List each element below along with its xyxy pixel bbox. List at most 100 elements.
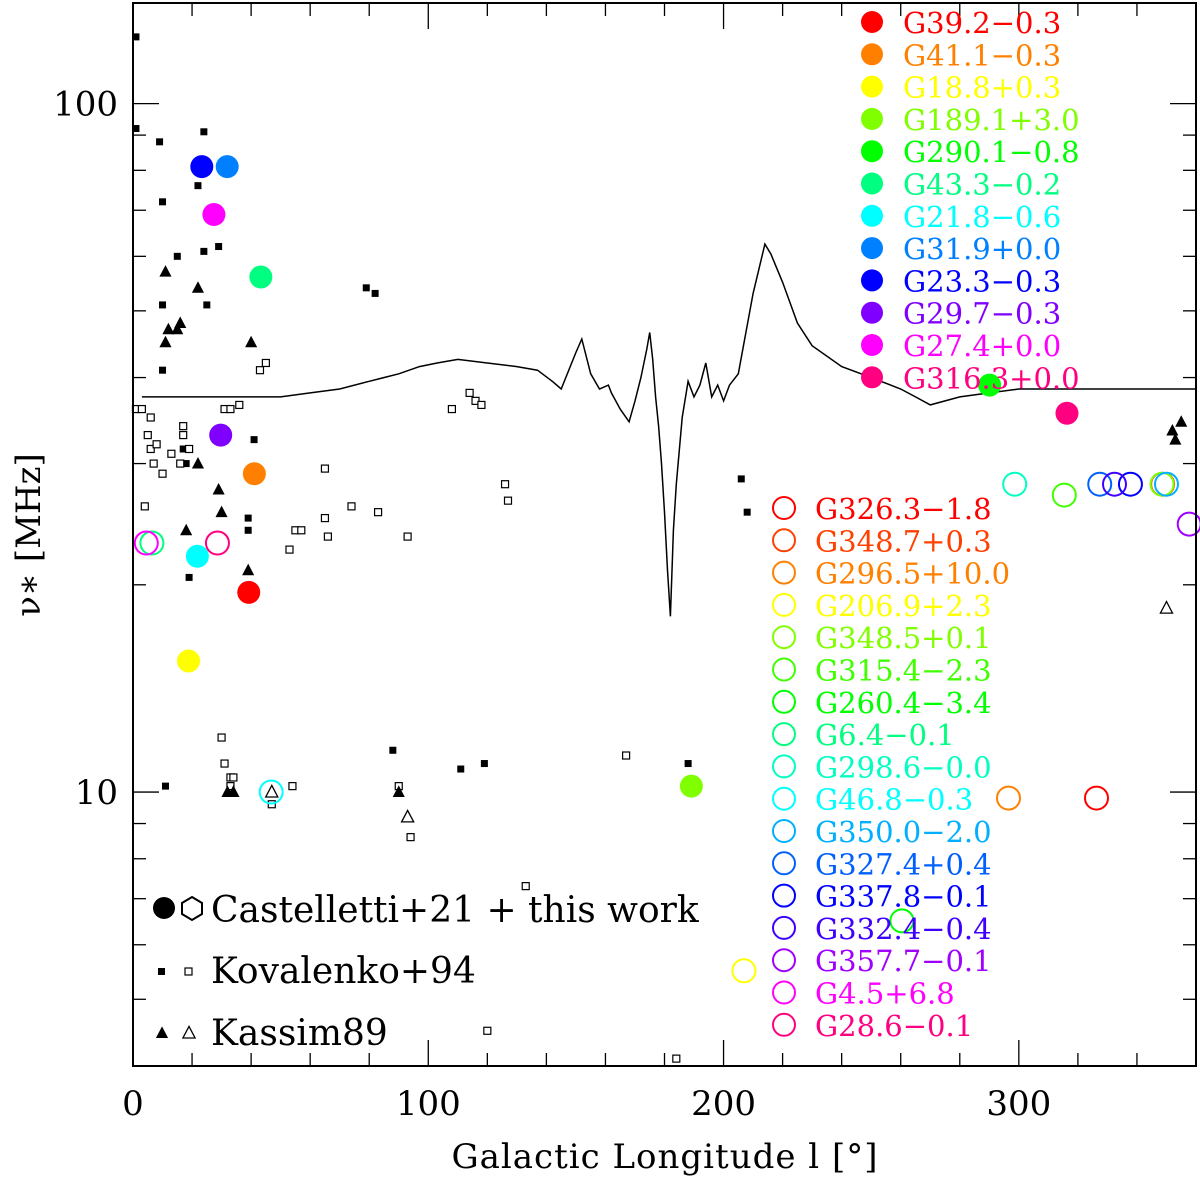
open-legend-label: G4.5+6.8 <box>815 977 955 1011</box>
kovalenko-open-point <box>477 400 486 410</box>
filled-legend-marker <box>861 366 883 389</box>
filled-legend-label: G290.1−0.8 <box>903 135 1080 169</box>
kovalenko-open-point <box>226 404 235 414</box>
open-source-point <box>1117 471 1143 497</box>
filled-source-point <box>215 155 239 179</box>
legend-kovalenko-open <box>184 967 193 976</box>
open-legend-label: G260.4−3.4 <box>815 686 992 720</box>
axes: 0 100 200 300 10 100 Galactic Longitude l [°] ν… <box>9 2 1197 1177</box>
filled-legend-marker <box>861 237 883 260</box>
legend-kassim-filled <box>155 1026 169 1038</box>
kovalenko-open-point <box>320 464 330 473</box>
kovalenko-open-point <box>261 358 270 368</box>
kovalenko-filled-point <box>200 128 208 136</box>
open-legend-label: G357.7−0.1 <box>815 944 992 978</box>
kovalenko-filled-point <box>179 445 187 453</box>
open-source-point <box>133 530 159 556</box>
open-legend-marker <box>772 528 796 553</box>
filled-legend-marker <box>861 43 883 66</box>
open-legend-label: G298.6−0.0 <box>815 750 992 784</box>
open-legend-label: G337.8−0.1 <box>815 880 992 914</box>
kassim-filled-point <box>1169 433 1182 445</box>
legend-kovalenko-filled <box>158 968 165 975</box>
open-legend-marker <box>772 1012 796 1037</box>
filled-legend-label: G39.2−0.3 <box>903 6 1061 40</box>
kovalenko-open-point <box>622 751 631 760</box>
kovalenko-filled-point <box>161 782 169 790</box>
open-legend-marker <box>772 883 796 908</box>
open-legend-marker <box>772 722 796 747</box>
kovalenko-open-point <box>406 833 415 842</box>
x-axis-label: Galactic Longitude l [°] <box>451 1137 878 1177</box>
legend-castelletti-label: Castelletti+21 + this work <box>211 890 700 931</box>
kovalenko-open-point <box>500 480 510 489</box>
plot-area <box>131 33 1200 1063</box>
open-legend-label: G206.9+2.3 <box>815 589 992 623</box>
open-legend-label: G6.4−0.1 <box>815 718 955 752</box>
kovalenko-filled-point <box>185 573 193 581</box>
x-tick-label: 300 <box>986 1084 1051 1124</box>
open-source-point <box>1083 785 1109 811</box>
legend: G39.2−0.3G41.1−0.3G18.8+0.3G189.1+3.0G29… <box>153 6 1080 1054</box>
y-tick-label: 100 <box>53 85 118 125</box>
filled-source-point <box>679 774 703 798</box>
kovalenko-open-point <box>288 782 297 791</box>
kovalenko-open-point <box>179 422 188 431</box>
kovalenko-filled-point <box>250 436 258 444</box>
filled-legend-label: G316.3+0.0 <box>903 361 1080 395</box>
open-legend-label: G28.6−0.1 <box>815 1009 973 1043</box>
open-source-point <box>1153 471 1179 497</box>
kovalenko-open-point <box>255 366 265 375</box>
kovalenko-open-point <box>152 440 161 449</box>
open-legend-label: G327.4+0.4 <box>815 847 992 881</box>
open-source-point <box>731 958 757 984</box>
kovalenko-filled-point <box>173 252 181 260</box>
open-legend-marker <box>772 496 796 520</box>
filled-legend-label: G41.1−0.3 <box>903 38 1061 72</box>
kovalenko-open-point <box>285 545 294 554</box>
kassim-filled-point <box>159 335 172 348</box>
open-legend-label: G350.0−2.0 <box>815 815 992 849</box>
kovalenko-filled-point <box>159 366 167 374</box>
kovalenko-open-point <box>143 430 152 440</box>
filled-legend-marker <box>861 11 883 33</box>
open-legend-marker <box>772 592 796 617</box>
kassim-open-point <box>1159 600 1174 614</box>
filled-legend-marker <box>861 75 883 98</box>
kovalenko-open-point <box>146 413 155 422</box>
open-legend-marker <box>772 948 796 973</box>
kassim-filled-point <box>174 316 187 328</box>
kovalenko-filled-point <box>132 125 140 133</box>
kovalenko-filled-point <box>132 33 140 41</box>
open-source-point <box>1176 511 1200 537</box>
kovalenko-open-point <box>672 1054 681 1063</box>
kovalenko-filled-point <box>194 182 202 190</box>
open-source-point <box>1051 482 1077 508</box>
filled-source-point <box>190 155 214 179</box>
open-source-point <box>889 908 915 934</box>
kovalenko-filled-point <box>159 198 167 206</box>
open-legend-marker <box>772 657 796 682</box>
kovalenko-open-point <box>179 430 188 440</box>
open-legend-label: G46.8−0.3 <box>815 783 973 817</box>
kassim-filled-point <box>245 335 258 348</box>
kovalenko-filled-point <box>200 247 208 255</box>
y-tick-label: 10 <box>75 773 118 813</box>
kovalenko-filled-point <box>362 284 370 292</box>
kassim-filled-point <box>1175 415 1188 427</box>
filled-legend-label: G31.9+0.0 <box>903 232 1061 266</box>
kassim-filled-point <box>242 563 255 576</box>
kovalenko-open-point <box>320 513 330 523</box>
kovalenko-open-point <box>220 759 229 768</box>
open-legend-marker <box>772 915 796 940</box>
open-source-point <box>995 785 1021 811</box>
open-legend-marker <box>772 689 796 714</box>
filled-legend-marker <box>861 140 883 163</box>
filled-source-point <box>209 423 233 447</box>
open-legend-label: G296.5+10.0 <box>815 557 1010 591</box>
open-source-point <box>1102 471 1128 497</box>
open-legend-label: G332.4−0.4 <box>815 912 992 946</box>
filled-legend-marker <box>861 334 883 356</box>
kovalenko-open-point <box>503 496 513 505</box>
